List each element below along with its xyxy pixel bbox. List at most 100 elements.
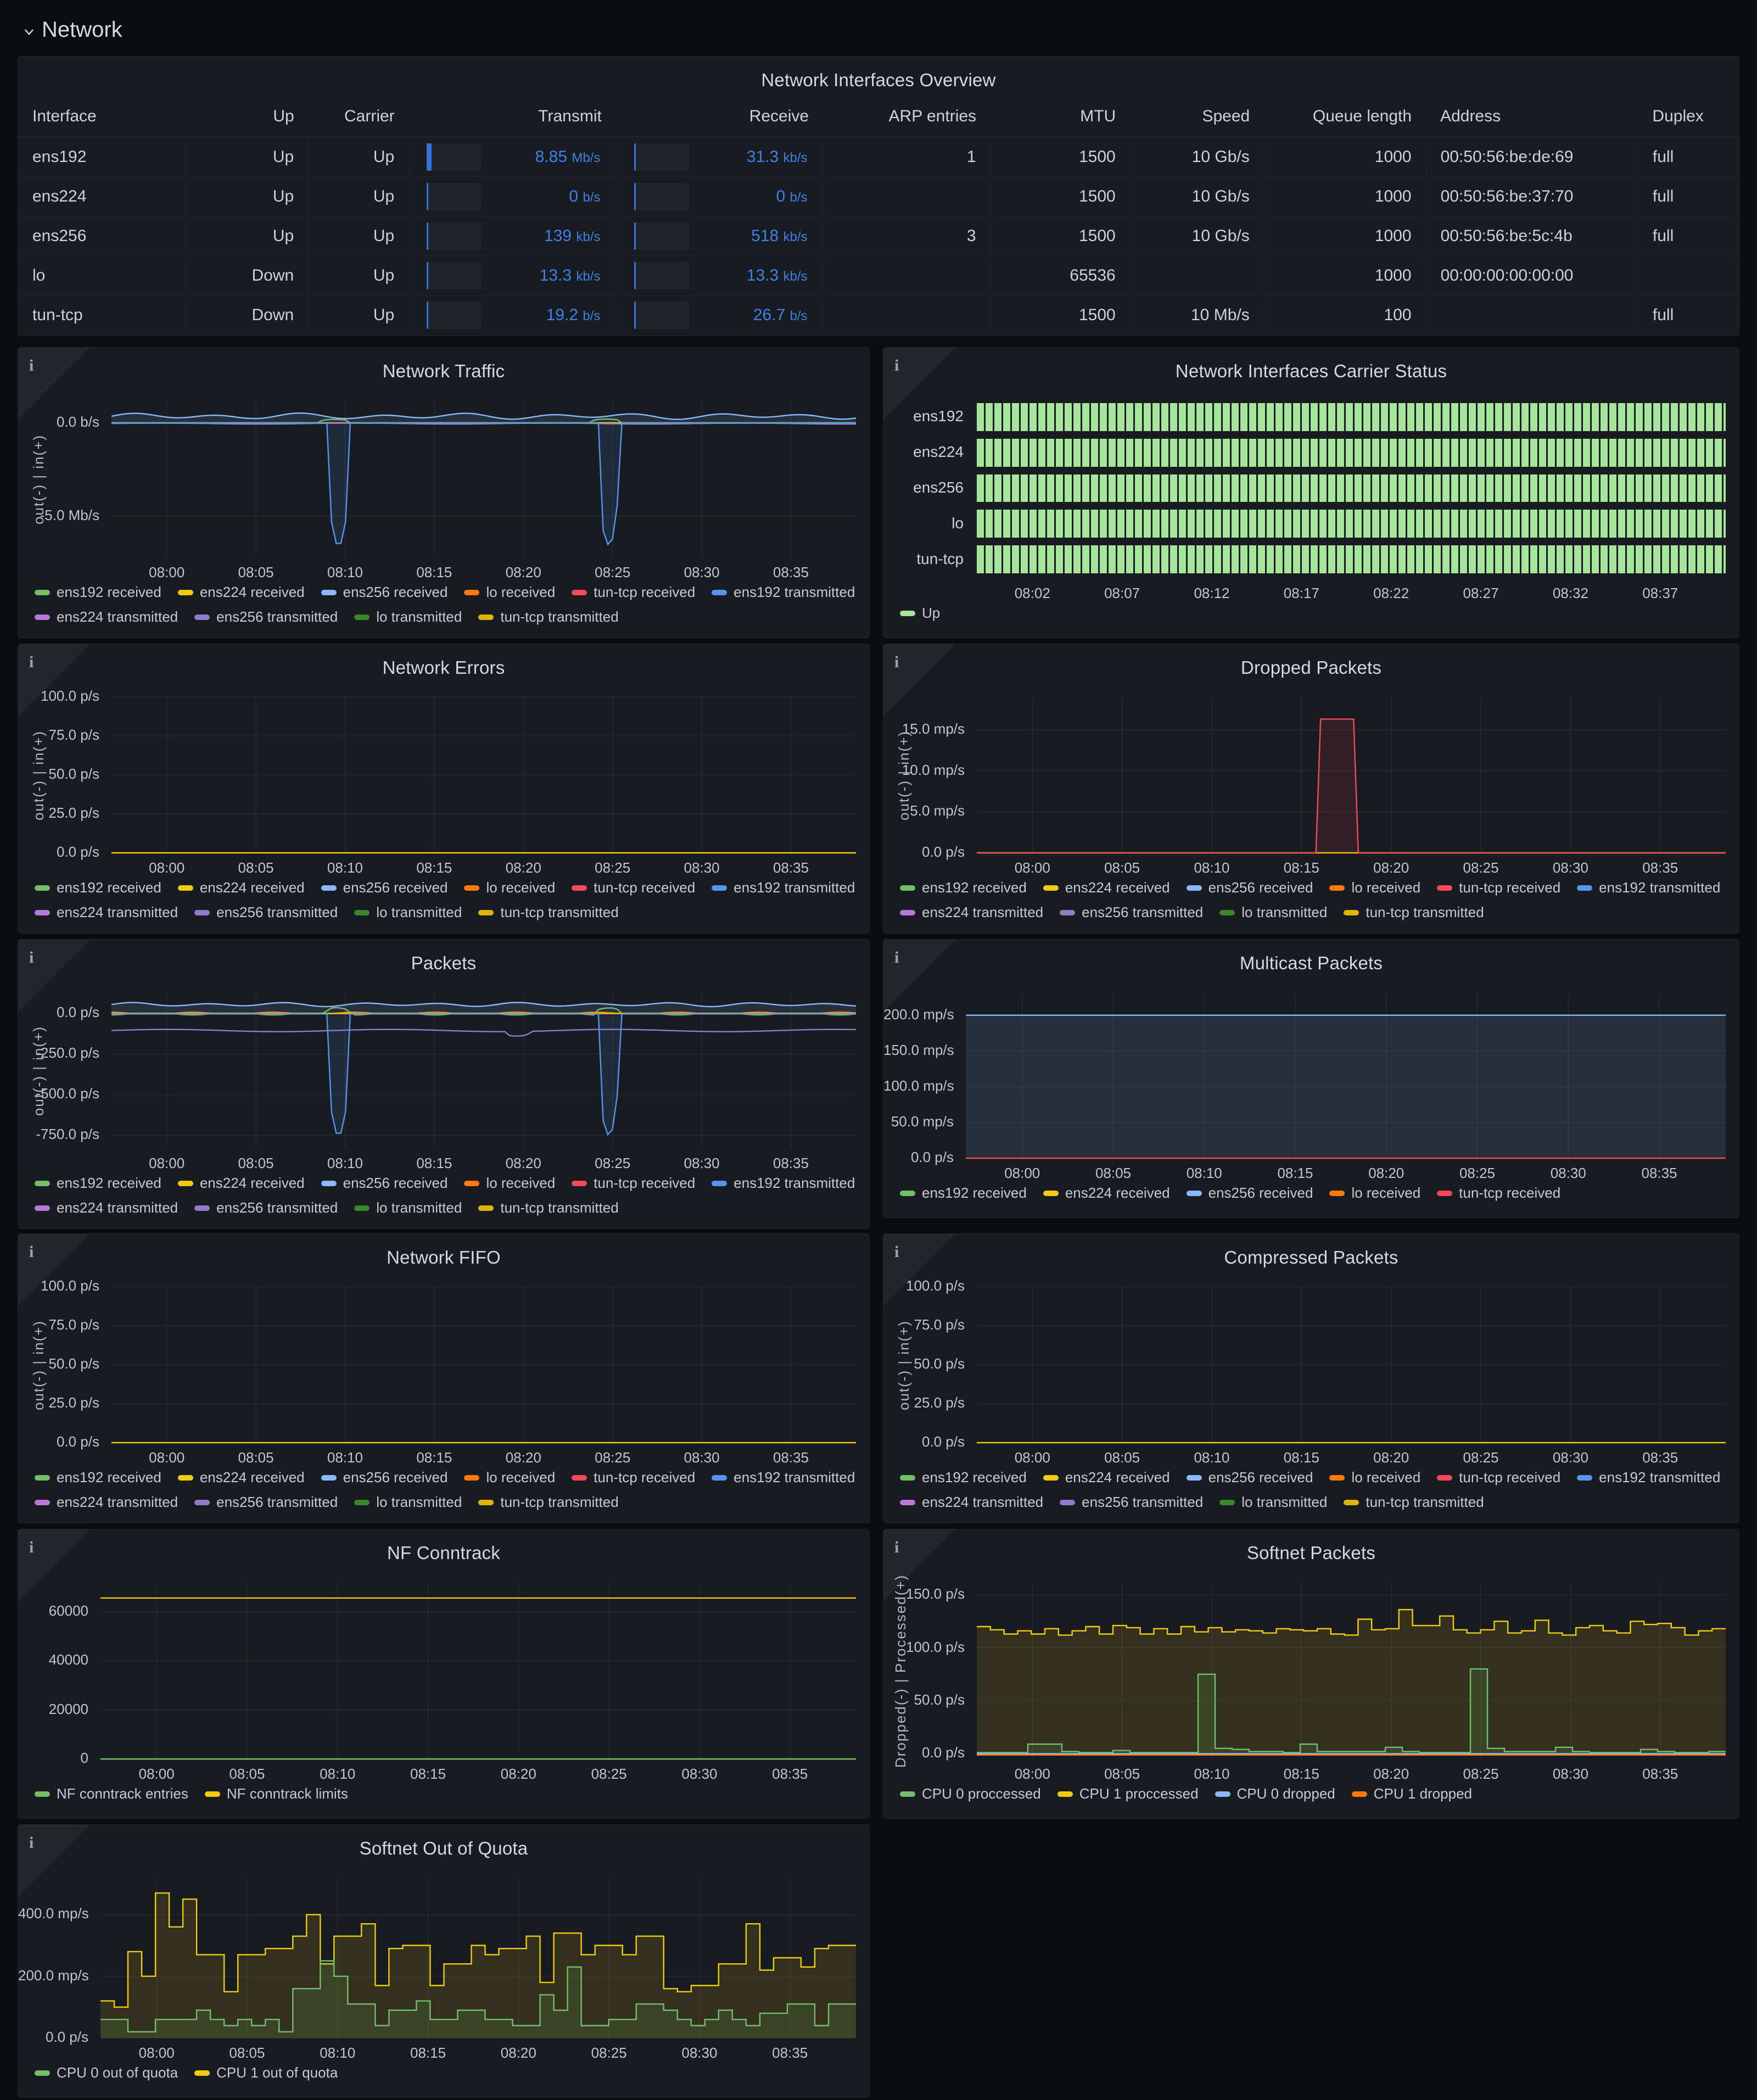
legend-item[interactable]: tun-tcp transmitted [478,608,619,625]
legend-item[interactable]: CPU 1 proccessed [1057,1785,1199,1802]
legend-item[interactable]: ens224 received [177,1175,305,1192]
legend-item[interactable]: NF conntrack limits [204,1785,348,1802]
legend-item[interactable]: ens224 transmitted [900,1494,1043,1511]
legend-item[interactable]: ens256 received [1186,1469,1313,1486]
row-header-network[interactable]: Network [22,18,122,42]
legend-item[interactable]: ens256 transmitted [1060,1494,1203,1511]
legend-item[interactable]: ens256 received [321,1175,447,1192]
column-header-mtu[interactable]: MTU [991,99,1131,137]
info-icon[interactable]: i [894,653,899,671]
legend-item[interactable]: ens192 transmitted [712,1175,855,1192]
column-header-queue-length[interactable]: Queue length [1264,99,1426,137]
legend-item[interactable]: ens224 transmitted [900,904,1043,921]
legend-item[interactable]: ens192 received [35,1469,161,1486]
column-header-speed[interactable]: Speed [1130,99,1264,137]
legend-item[interactable]: CPU 0 proccessed [900,1785,1041,1802]
legend-item[interactable]: ens256 received [321,1469,447,1486]
legend-item[interactable]: ens256 transmitted [194,608,338,625]
info-icon[interactable]: i [894,1538,899,1556]
legend-item[interactable]: ens192 transmitted [1577,879,1720,896]
legend-item[interactable]: CPU 1 dropped [1351,1785,1472,1802]
info-icon[interactable]: i [29,356,34,375]
legend-item[interactable]: tun-tcp received [572,879,695,896]
legend-item[interactable]: lo transmitted [354,1199,462,1216]
legend-item[interactable]: tun-tcp received [572,1175,695,1192]
legend-item[interactable]: lo received [464,1469,555,1486]
legend-item[interactable]: tun-tcp received [1437,1469,1560,1486]
legend-item[interactable]: tun-tcp transmitted [1344,904,1484,921]
column-header-address[interactable]: Address [1426,99,1638,137]
legend-item[interactable]: ens224 transmitted [35,1199,178,1216]
legend-item[interactable]: tun-tcp received [572,1469,695,1486]
info-icon[interactable]: i [29,948,34,967]
legend-item[interactable]: ens192 received [900,879,1027,896]
legend-item[interactable]: ens256 received [321,879,447,896]
legend-item[interactable]: Up [900,605,940,622]
legend-item[interactable]: ens192 transmitted [712,584,855,601]
legend-item[interactable]: lo transmitted [354,1494,462,1511]
legend-item[interactable]: ens256 transmitted [194,1199,338,1216]
legend-item[interactable]: ens256 transmitted [1060,904,1203,921]
legend-item[interactable]: ens192 received [35,584,161,601]
plot-area-dropped-packets [977,697,1726,854]
legend-item[interactable]: tun-tcp received [1437,1185,1560,1202]
info-icon[interactable]: i [29,653,34,671]
info-icon[interactable]: i [894,948,899,967]
legend-item[interactable]: ens192 transmitted [1577,1469,1720,1486]
legend-item[interactable]: ens224 received [1043,1469,1170,1486]
legend-item[interactable]: lo received [464,584,555,601]
legend-item[interactable]: ens256 transmitted [194,904,338,921]
legend-item[interactable]: ens224 transmitted [35,904,178,921]
legend-item[interactable]: ens224 transmitted [35,608,178,625]
legend-item[interactable]: ens256 received [1186,879,1313,896]
column-header-receive[interactable]: Receive [615,99,824,137]
column-header-transmit[interactable]: Transmit [409,99,616,137]
legend-item[interactable]: CPU 0 out of quota [35,2064,178,2081]
legend-item[interactable]: lo received [1329,1469,1420,1486]
legend-item[interactable]: ens192 received [35,1175,161,1192]
legend-item[interactable]: lo received [464,1175,555,1192]
legend-item[interactable]: tun-tcp transmitted [1344,1494,1484,1511]
legend-item[interactable]: ens192 received [35,879,161,896]
legend-item[interactable]: ens192 received [900,1185,1027,1202]
info-icon[interactable]: i [894,1243,899,1261]
column-header-arp-entries[interactable]: ARP entries [823,99,991,137]
legend-item[interactable]: ens256 transmitted [194,1494,338,1511]
column-header-duplex[interactable]: Duplex [1638,99,1739,137]
legend-item[interactable]: lo transmitted [1219,904,1327,921]
legend-item[interactable]: CPU 0 dropped [1215,1785,1335,1802]
legend-item[interactable]: tun-tcp received [572,584,695,601]
legend-item[interactable]: ens224 received [177,584,305,601]
legend-item[interactable]: ens192 received [900,1469,1027,1486]
legend-item[interactable]: tun-tcp transmitted [478,904,619,921]
legend-label: ens256 received [1208,879,1313,896]
legend-item[interactable]: ens224 received [177,1469,305,1486]
info-icon[interactable]: i [29,1538,34,1556]
info-icon[interactable]: i [894,356,899,375]
legend-item[interactable]: tun-tcp received [1437,879,1560,896]
legend-item[interactable]: lo received [464,879,555,896]
legend-item[interactable]: tun-tcp transmitted [478,1494,619,1511]
legend-item[interactable]: ens224 transmitted [35,1494,178,1511]
legend-item[interactable]: ens256 received [1186,1185,1313,1202]
legend-item[interactable]: ens224 received [177,879,305,896]
legend-item[interactable]: lo transmitted [1219,1494,1327,1511]
legend-item[interactable]: lo received [1329,1185,1420,1202]
legend-item[interactable]: ens224 received [1043,879,1170,896]
legend-item[interactable]: ens192 transmitted [712,879,855,896]
legend-item[interactable]: tun-tcp transmitted [478,1199,619,1216]
legend-item[interactable]: lo transmitted [354,608,462,625]
column-header-carrier[interactable]: Carrier [308,99,409,137]
legend-item[interactable]: ens256 received [321,584,447,601]
gauge-value: 518 kb/s [751,226,808,245]
legend-item[interactable]: lo received [1329,879,1420,896]
info-icon[interactable]: i [29,1243,34,1261]
legend-item[interactable]: CPU 1 out of quota [194,2064,338,2081]
info-icon[interactable]: i [29,1834,34,1852]
legend-item[interactable]: ens224 received [1043,1185,1170,1202]
legend-item[interactable]: NF conntrack entries [35,1785,188,1802]
legend-item[interactable]: lo transmitted [354,904,462,921]
column-header-interface[interactable]: Interface [18,99,186,137]
column-header-up[interactable]: Up [186,99,309,137]
legend-item[interactable]: ens192 transmitted [712,1469,855,1486]
